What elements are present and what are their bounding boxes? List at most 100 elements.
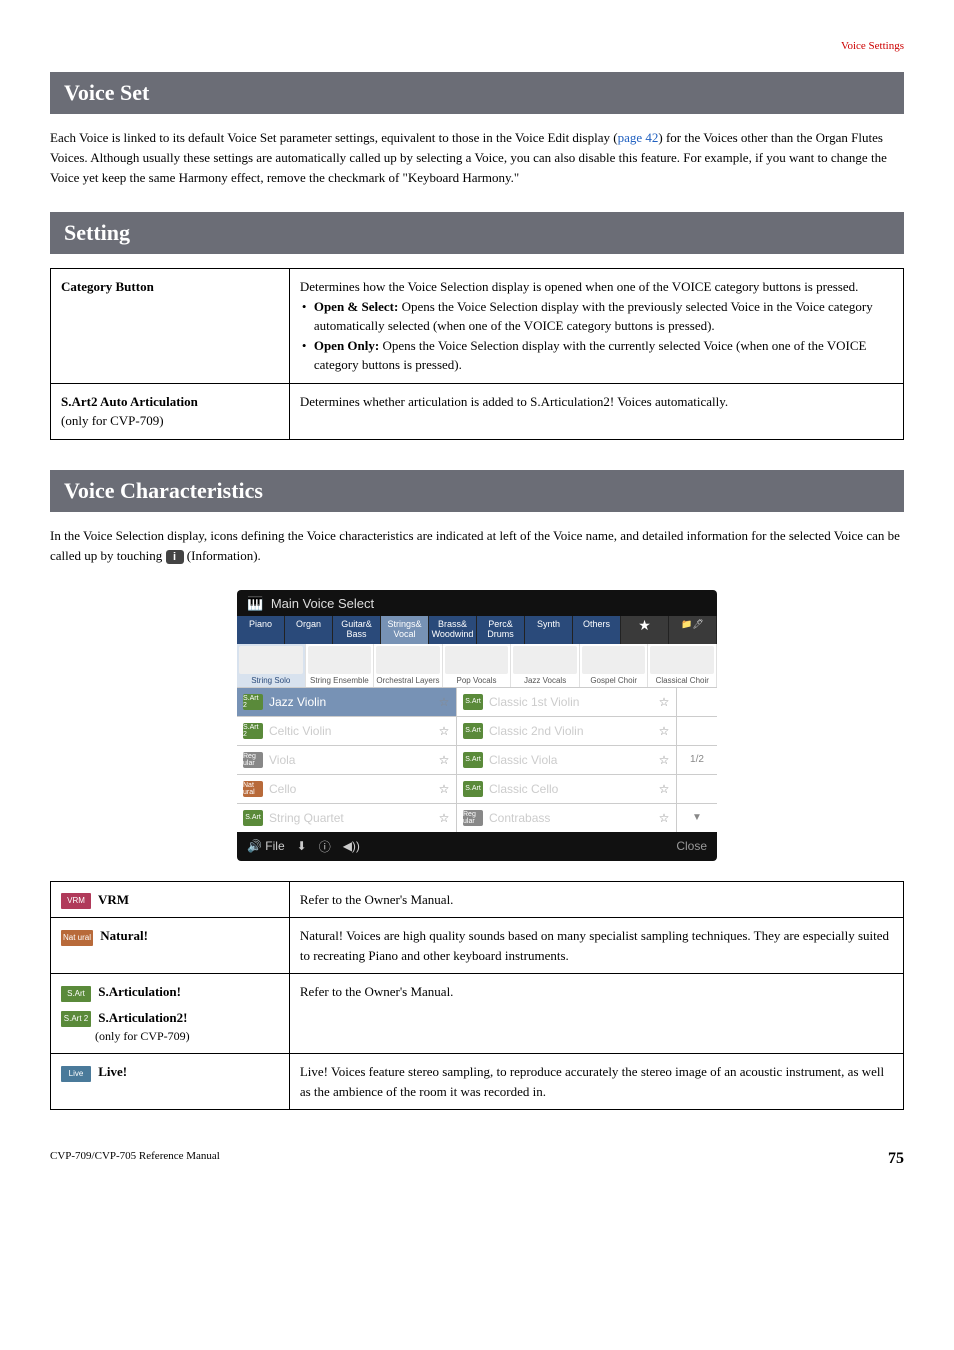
voice-bottom-bar: 🔊 File ⬇ ⓘ ◀)) Close <box>237 832 717 861</box>
char-label-cell: VRM VRM <box>51 881 290 918</box>
subcategory-item[interactable]: String Ensemble <box>306 644 375 687</box>
char-badge-icon: S.Art 2 <box>61 1011 91 1027</box>
subcategory-item[interactable]: String Solo <box>237 644 306 687</box>
subcategory-item[interactable]: Gospel Choir <box>580 644 649 687</box>
table-row: Nat ural Natural!Natural! Voices are hig… <box>51 918 904 974</box>
header-link: Voice Settings <box>50 40 904 52</box>
voice-row: S.ArtString Quartet☆Reg ularContrabass☆▼ <box>237 803 717 832</box>
favorite-star-icon[interactable]: ☆ <box>652 753 676 767</box>
section-voice-set-title: Voice Set <box>50 72 904 114</box>
voice-name[interactable]: Cello <box>267 782 432 796</box>
category-tab[interactable]: Strings&Vocal <box>381 616 429 644</box>
favorites-tab[interactable]: ★ <box>621 616 669 644</box>
category-tab[interactable]: Synth <box>525 616 573 644</box>
voice-name[interactable]: String Quartet <box>267 811 432 825</box>
char-desc-cell: Refer to the Owner's Manual. <box>289 974 903 1054</box>
voice-name[interactable]: Classic Cello <box>487 782 652 796</box>
favorite-star-icon[interactable]: ☆ <box>432 811 456 825</box>
voice-row: S.Art 2Celtic Violin☆S.ArtClassic 2nd Vi… <box>237 716 717 745</box>
subcategory-item[interactable]: Orchestral Layers <box>374 644 443 687</box>
page-ref-link[interactable]: page 42 <box>618 130 659 145</box>
voice-name[interactable]: Celtic Violin <box>267 724 432 738</box>
info-icon: i <box>166 550 184 564</box>
char-desc-cell: Live! Voices feature stereo sampling, to… <box>289 1054 903 1110</box>
file-button[interactable]: 🔊 File <box>247 839 285 853</box>
char-label-cell: Nat ural Natural! <box>51 918 290 974</box>
voice-type-badge: Nat ural <box>243 781 263 797</box>
voice-name[interactable]: Classic 2nd Violin <box>487 724 652 738</box>
setting-label-sub: (only for CVP-709) <box>61 411 279 431</box>
favorite-star-icon[interactable]: ☆ <box>432 753 456 767</box>
category-tab[interactable]: Perc&Drums <box>477 616 525 644</box>
favorite-star-icon[interactable]: ☆ <box>432 724 456 738</box>
footer-page: 75 <box>888 1150 904 1168</box>
bullet-strong: Open & Select: <box>314 299 398 314</box>
favorite-star-icon[interactable]: ☆ <box>432 695 456 709</box>
page-indicator[interactable]: ▼ <box>676 804 717 832</box>
info-button-icon[interactable]: ⓘ <box>319 838 331 855</box>
subcategory-item[interactable]: Classical Choir <box>648 644 717 687</box>
page-indicator <box>676 717 717 745</box>
footer-ref: CVP-709/CVP-705 Reference Manual <box>50 1150 220 1168</box>
char-badge-icon: VRM <box>61 893 91 909</box>
category-tab[interactable]: Guitar&Bass <box>333 616 381 644</box>
favorite-star-icon[interactable]: ☆ <box>652 782 676 796</box>
sound-icon[interactable]: ◀)) <box>343 839 360 853</box>
category-tab[interactable]: Piano <box>237 616 285 644</box>
char-desc-cell: Natural! Voices are high quality sounds … <box>289 918 903 974</box>
voice-type-badge: S.Art <box>243 810 263 826</box>
voice-name[interactable]: Classic 1st Violin <box>487 695 652 709</box>
voice-type-badge: Reg ular <box>243 752 263 768</box>
voice-name[interactable]: Viola <box>267 753 432 767</box>
voice-type-badge: S.Art <box>463 694 483 710</box>
favorite-star-icon[interactable]: ☆ <box>652 811 676 825</box>
voice-name[interactable]: Classic Viola <box>487 753 652 767</box>
voice-row: S.Art 2Jazz Violin☆S.ArtClassic 1st Viol… <box>237 687 717 716</box>
char-sub-label: (only for CVP-709) <box>61 1027 279 1045</box>
voice-name[interactable]: Contrabass <box>487 811 652 825</box>
favorite-star-icon[interactable]: ☆ <box>652 695 676 709</box>
download-icon[interactable]: ⬇ <box>297 839 307 853</box>
table-row: Category Button Determines how the Voice… <box>51 269 904 384</box>
category-tab[interactable]: Brass&Woodwind <box>429 616 477 644</box>
setting-desc-category: Determines how the Voice Selection displ… <box>289 269 903 384</box>
page-indicator <box>676 688 717 716</box>
voice-type-badge: S.Art <box>463 752 483 768</box>
voice-row: Nat uralCello☆S.ArtClassic Cello☆ <box>237 774 717 803</box>
favorite-star-icon[interactable]: ☆ <box>652 724 676 738</box>
close-button[interactable]: Close <box>676 839 707 853</box>
setting-label-text: S.Art2 Auto Articulation <box>61 394 198 409</box>
setting-label-text: Category Button <box>61 279 154 294</box>
voice-panel-title-row: 🎹 Main Voice Select <box>237 590 717 616</box>
group-tab[interactable]: 📁🖊 <box>669 616 717 644</box>
section-voice-char-title: Voice Characteristics <box>50 470 904 512</box>
subcategory-row: String SoloString EnsembleOrchestral Lay… <box>237 644 717 687</box>
voice-panel-title: Main Voice Select <box>271 596 374 611</box>
voice-type-badge: S.Art 2 <box>243 723 263 739</box>
bullet-text: Opens the Voice Selection display with t… <box>314 299 873 334</box>
page-indicator <box>676 775 717 803</box>
voice-set-body: Each Voice is linked to its default Voic… <box>50 128 904 188</box>
section-setting-title: Setting <box>50 212 904 254</box>
category-tab[interactable]: Others <box>573 616 621 644</box>
subcategory-item[interactable]: Jazz Vocals <box>511 644 580 687</box>
file-label: File <box>265 839 284 853</box>
setting-bullet: Open & Select: Opens the Voice Selection… <box>300 297 893 336</box>
favorite-star-icon[interactable]: ☆ <box>432 782 456 796</box>
voice-type-badge: S.Art 2 <box>243 694 263 710</box>
bullet-strong: Open Only: <box>314 338 379 353</box>
voice-row: Reg ularViola☆S.ArtClassic Viola☆1/2 <box>237 745 717 774</box>
voice-name[interactable]: Jazz Violin <box>267 695 432 709</box>
table-row: S.Art S.Articulation!S.Art 2 S.Articulat… <box>51 974 904 1054</box>
subcategory-item[interactable]: Pop Vocals <box>443 644 512 687</box>
voice-list: S.Art 2Jazz Violin☆S.ArtClassic 1st Viol… <box>237 687 717 832</box>
table-row: S.Art2 Auto Articulation (only for CVP-7… <box>51 383 904 439</box>
char-label-cell: S.Art S.Articulation!S.Art 2 S.Articulat… <box>51 974 290 1054</box>
voice-select-panel: 🎹 Main Voice Select PianoOrganGuitar&Bas… <box>237 590 717 861</box>
table-row: Live Live!Live! Voices feature stereo sa… <box>51 1054 904 1110</box>
voice-char-intro-post: (Information). <box>184 548 261 563</box>
voice-set-body-pre: Each Voice is linked to its default Voic… <box>50 130 618 145</box>
voice-type-badge: S.Art <box>463 723 483 739</box>
category-tab[interactable]: Organ <box>285 616 333 644</box>
tuning-fork-icon: 🎹 <box>247 596 263 612</box>
